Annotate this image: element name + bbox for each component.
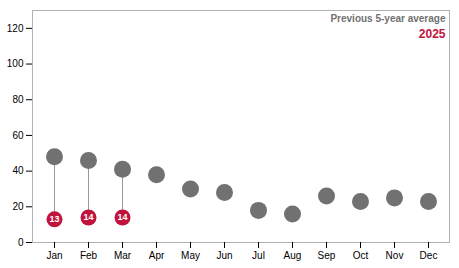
svg-text:Aug: Aug — [284, 250, 302, 261]
svg-text:Dec: Dec — [420, 250, 438, 261]
svg-text:20: 20 — [12, 201, 24, 212]
svg-text:2025: 2025 — [419, 27, 446, 41]
svg-text:Nov: Nov — [386, 250, 404, 261]
svg-text:80: 80 — [12, 94, 24, 105]
svg-text:Previous 5-year average: Previous 5-year average — [330, 13, 446, 24]
svg-text:May: May — [181, 250, 200, 261]
svg-text:13: 13 — [49, 214, 59, 224]
svg-text:14: 14 — [117, 212, 127, 222]
svg-text:Oct: Oct — [353, 250, 369, 261]
svg-text:40: 40 — [12, 165, 24, 176]
svg-text:Sep: Sep — [318, 250, 336, 261]
svg-text:0: 0 — [18, 237, 24, 248]
svg-text:Feb: Feb — [80, 250, 98, 261]
svg-text:14: 14 — [83, 212, 93, 222]
svg-text:60: 60 — [12, 130, 24, 141]
svg-text:100: 100 — [7, 58, 24, 69]
svg-text:Jul: Jul — [252, 250, 265, 261]
svg-text:Jan: Jan — [46, 250, 62, 261]
svg-text:Jun: Jun — [216, 250, 232, 261]
svg-text:120: 120 — [7, 23, 24, 34]
svg-text:Mar: Mar — [114, 250, 132, 261]
svg-text:Apr: Apr — [149, 250, 165, 261]
